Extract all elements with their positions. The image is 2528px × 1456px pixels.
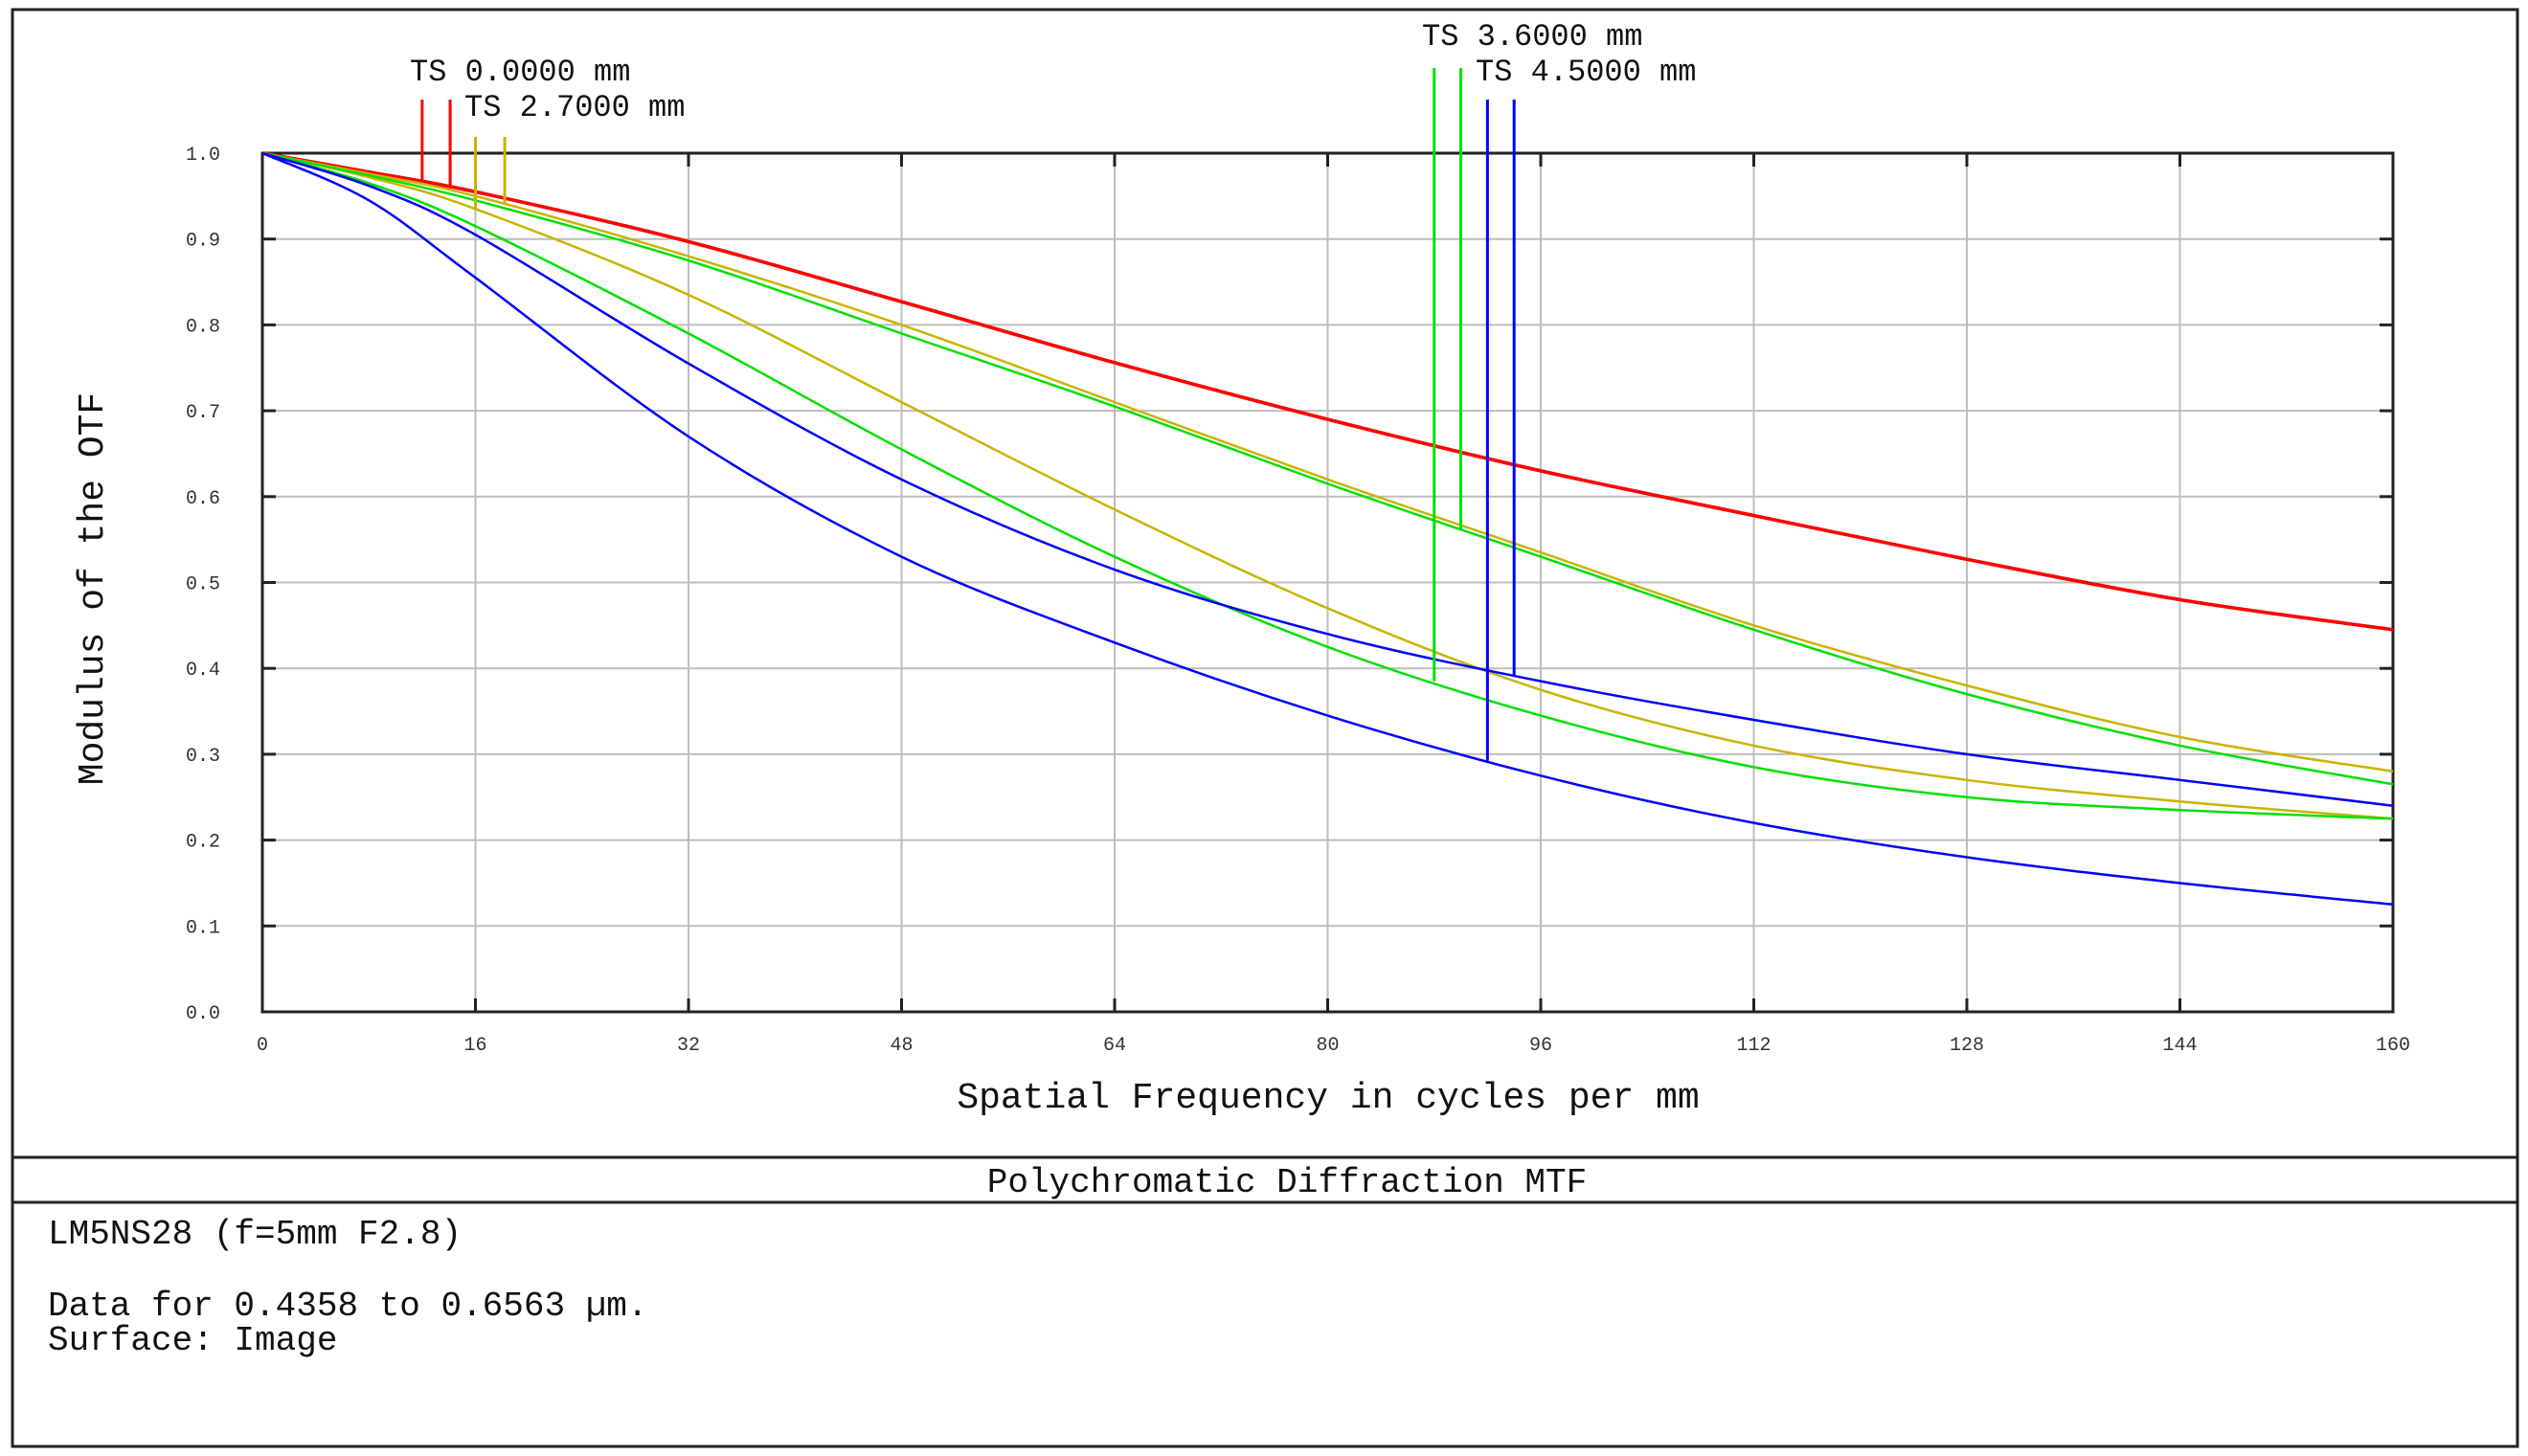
y-tick-label: 0.9 — [186, 231, 220, 253]
surface-info: Surface: Image — [48, 1321, 337, 1360]
mtf-curve-45000-S — [261, 151, 2394, 807]
y-tick-label: 0.6 — [186, 488, 220, 510]
x-tick-label: 32 — [677, 1035, 700, 1057]
x-tick-label: 112 — [1736, 1035, 1771, 1057]
y-tick-label: 1.0 — [186, 145, 220, 167]
x-tick-label: 160 — [2376, 1035, 2410, 1057]
x-tick-label: 96 — [1529, 1035, 1552, 1057]
mtf-curve-27000-S — [261, 151, 2394, 773]
mtf-curve-00000-S — [261, 151, 2394, 632]
curves — [261, 151, 2394, 907]
chart-title: Polychromatic Diffraction MTF — [987, 1163, 1588, 1202]
x-tick-label: 0 — [257, 1035, 268, 1057]
x-tick-label: 48 — [890, 1035, 913, 1057]
x-tick-label: 128 — [1950, 1035, 1984, 1057]
x-tick-label: 80 — [1316, 1035, 1339, 1057]
y-tick-label: 0.3 — [186, 746, 220, 768]
y-axis-label: Modulus of the OTF — [73, 392, 114, 785]
y-tick-label: 0.4 — [186, 660, 220, 682]
y-tick-label: 0.0 — [186, 1003, 220, 1025]
x-tick-label: 64 — [1103, 1035, 1126, 1057]
mtf-curve-36000-T — [261, 151, 2394, 820]
legend-label-field-0: TS 0.0000 mm — [410, 55, 630, 90]
x-tick-label: 16 — [463, 1035, 486, 1057]
legend-label-field-3: TS 4.5000 mm — [1476, 55, 1696, 90]
ticks: 0 16 32 48 64 80 96 112 128 144 160 0.0 0.1 0.2 0.3 0.4… — [186, 145, 2410, 1057]
field-markers — [420, 68, 1516, 761]
legend-label-field-1: TS 2.7000 mm — [464, 90, 685, 125]
mtf-curve-45000-T — [261, 151, 2394, 907]
y-tick-label: 0.1 — [186, 917, 220, 939]
y-tick-label: 0.5 — [186, 574, 220, 596]
mtf-curve-36000-S — [261, 151, 2394, 786]
y-tick-label: 0.8 — [186, 316, 220, 338]
x-tick-label: 144 — [2162, 1035, 2197, 1057]
wavelength-range: Data for 0.4358 to 0.6563 µm. — [48, 1287, 648, 1326]
legend-label-field-2: TS 3.6000 mm — [1422, 19, 1642, 55]
y-tick-label: 0.7 — [186, 402, 220, 424]
mtf-curve-27000-T — [261, 151, 2394, 820]
plot-area-frame — [260, 151, 2395, 1014]
lens-name: LM5NS28 (f=5mm F2.8) — [48, 1215, 462, 1254]
x-axis-label: Spatial Frequency in cycles per mm — [957, 1078, 1699, 1119]
y-tick-label: 0.2 — [186, 832, 220, 854]
